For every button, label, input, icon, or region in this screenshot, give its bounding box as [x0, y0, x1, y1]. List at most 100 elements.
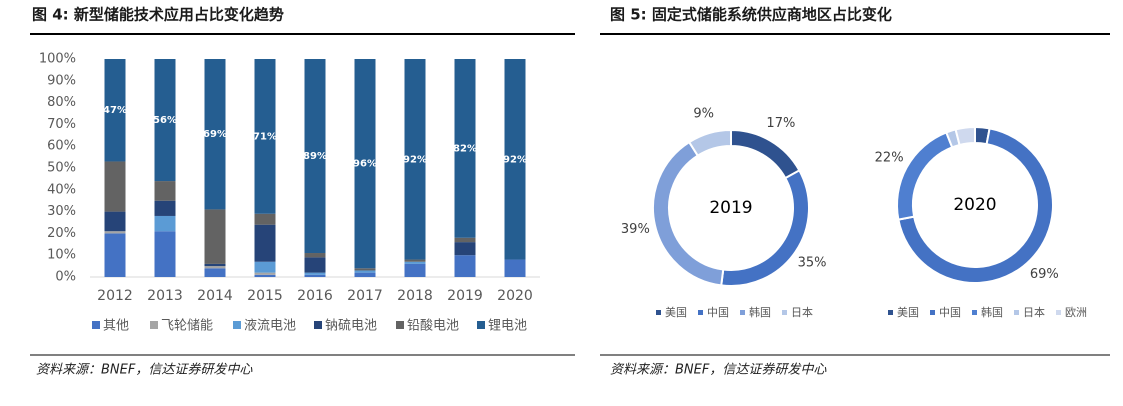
legend-swatch — [233, 321, 241, 329]
bar-segment — [204, 266, 226, 269]
legend-swatch — [314, 321, 322, 329]
bar-segment — [404, 263, 426, 277]
x-tick-label: 2016 — [297, 288, 333, 304]
bar-segment — [354, 272, 376, 277]
y-tick-label: 40% — [47, 182, 76, 197]
bar-segment — [354, 59, 376, 269]
bar-segment — [204, 209, 226, 264]
data-label: 56% — [153, 115, 177, 126]
legend-swatch — [92, 321, 100, 329]
bar-segment — [454, 237, 476, 243]
legend-label: 中国 — [939, 306, 961, 319]
data-label: 22% — [875, 150, 904, 165]
donut-slice — [954, 125, 976, 147]
legend-label: 日本 — [791, 305, 813, 319]
legend-swatch — [972, 310, 977, 315]
bar-segment — [254, 261, 276, 273]
bar-segment — [304, 257, 326, 273]
bar-segment — [454, 242, 476, 256]
data-label: 96% — [353, 159, 377, 170]
data-label: 89% — [303, 151, 327, 162]
bar-segment — [154, 59, 176, 182]
legend-label: 锂电池 — [488, 319, 527, 334]
y-tick-label: 30% — [47, 204, 76, 219]
data-label: 92% — [403, 154, 427, 165]
x-tick-label: 2013 — [147, 288, 183, 304]
center-label: 2020 — [953, 195, 996, 215]
y-tick-label: 10% — [47, 248, 76, 263]
bar-segment — [404, 59, 426, 260]
y-tick-label: 60% — [47, 139, 76, 154]
legend-swatch — [1056, 310, 1061, 315]
donut-slice — [896, 131, 954, 221]
bar-segment — [304, 59, 326, 254]
legend-swatch — [1014, 310, 1019, 315]
data-label: 47% — [103, 105, 127, 116]
x-tick-label: 2020 — [497, 288, 533, 304]
bar-segment — [454, 59, 476, 238]
legend-swatch — [150, 321, 158, 329]
bar-segment — [254, 213, 276, 225]
legend-label: 铅酸电池 — [407, 319, 459, 334]
data-label: 69% — [1030, 267, 1059, 282]
figure-title: 图 4: 新型储能技术应用占比变化趋势 — [32, 6, 284, 24]
x-tick-label: 2017 — [347, 288, 383, 304]
bar-segment — [154, 200, 176, 216]
legend-label: 韩国 — [981, 305, 1003, 319]
bar-segment — [454, 255, 476, 277]
data-label: 35% — [798, 256, 827, 271]
bar-segment — [504, 259, 526, 277]
bar-segment — [354, 268, 376, 271]
bar-segment — [254, 224, 276, 262]
bar-segment — [204, 263, 226, 267]
legend-label: 其他 — [103, 319, 129, 334]
center-label: 2019 — [709, 198, 752, 218]
x-tick-label: 2019 — [447, 288, 483, 304]
bar-segment — [304, 272, 326, 275]
bar-segment — [204, 268, 226, 277]
bar-segment — [354, 270, 376, 273]
bar-segment — [254, 272, 276, 275]
bar-segment — [404, 259, 426, 262]
y-tick-label: 50% — [47, 161, 76, 176]
x-tick-label: 2012 — [97, 288, 133, 304]
bar-segment — [154, 215, 176, 232]
bar-segment — [154, 231, 176, 277]
donut-slice — [687, 128, 732, 158]
legend-swatch — [396, 321, 404, 329]
legend-label: 欧洲 — [1065, 306, 1087, 319]
x-tick-label: 2014 — [197, 288, 233, 304]
bar-segment — [304, 253, 326, 258]
x-tick-label: 2018 — [397, 288, 433, 304]
legend-label: 韩国 — [749, 305, 771, 319]
legend-label: 液流电池 — [244, 319, 296, 334]
bar-segment — [104, 233, 126, 277]
bar-segment — [204, 59, 226, 210]
bar-segment — [304, 274, 326, 277]
data-label: 39% — [621, 222, 650, 237]
legend-label: 钠硫电池 — [325, 319, 377, 334]
source: 资料来源：BNEF，信达证券研发中心 — [36, 363, 253, 378]
bar-segment — [104, 161, 126, 212]
legend-swatch — [782, 310, 787, 315]
legend-label: 美国 — [897, 306, 919, 319]
legend-swatch — [930, 310, 935, 315]
bar-segment — [504, 59, 526, 260]
y-tick-label: 20% — [47, 226, 76, 241]
y-tick-label: 80% — [47, 95, 76, 110]
data-label: 71% — [253, 131, 277, 142]
legend-swatch — [477, 321, 485, 329]
donut-slice — [897, 127, 1054, 284]
bar-segment — [404, 261, 426, 264]
bar-segment — [104, 59, 126, 162]
legend-swatch — [698, 310, 703, 315]
figure-title: 图 5: 固定式储能系统供应商地区占比变化 — [610, 6, 892, 24]
legend-label: 日本 — [1023, 305, 1045, 319]
bar-segment — [254, 59, 276, 214]
bar-segment — [104, 211, 126, 232]
data-label: 69% — [203, 129, 227, 140]
legend-swatch — [656, 310, 661, 315]
bar-segment — [104, 231, 126, 234]
legend-label: 飞轮储能 — [161, 319, 213, 334]
